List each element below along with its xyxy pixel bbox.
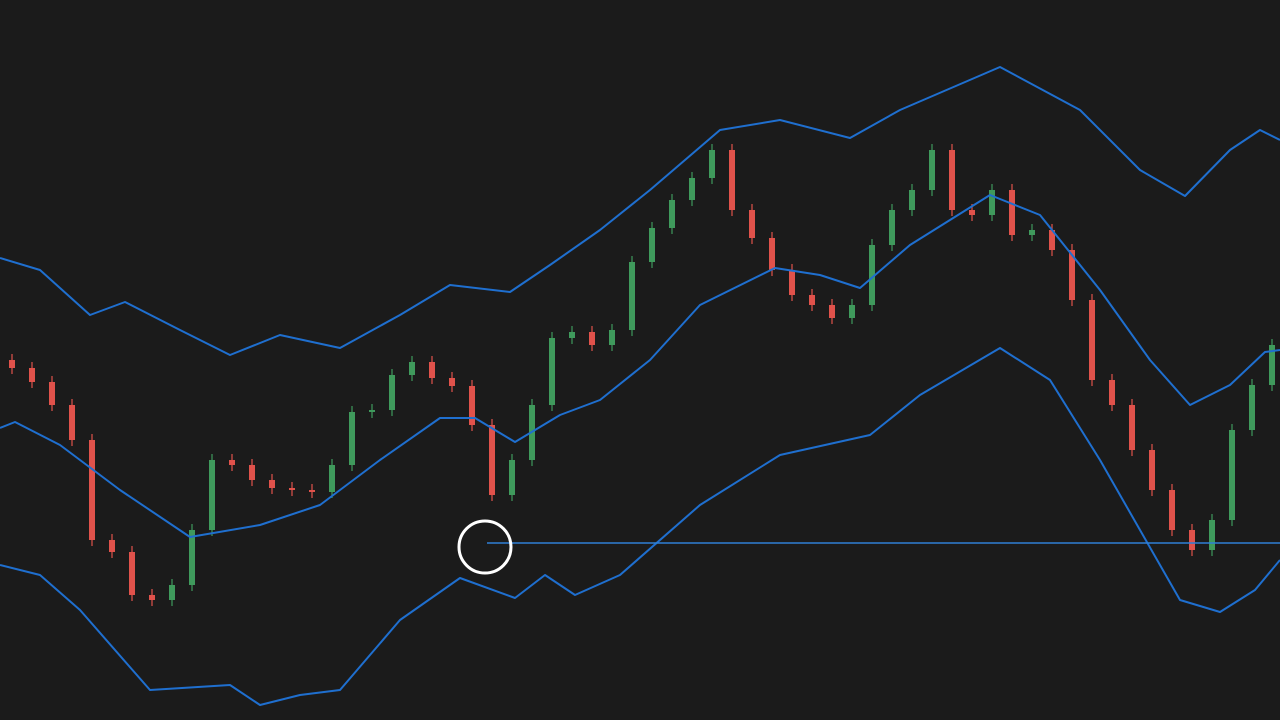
candle-body xyxy=(929,150,935,190)
candle-body xyxy=(869,245,875,305)
candle-body xyxy=(429,362,435,378)
candle-body xyxy=(1109,380,1115,405)
band-line xyxy=(0,66,1280,356)
candle-body xyxy=(669,200,675,228)
candle-body xyxy=(789,270,795,295)
candle-body xyxy=(629,262,635,330)
candle-body xyxy=(269,480,275,488)
candle-body xyxy=(1269,345,1275,385)
candle-body xyxy=(709,150,715,178)
candle-body xyxy=(129,552,135,595)
candle-body xyxy=(1029,230,1035,235)
candle-body xyxy=(29,368,35,382)
band-line xyxy=(0,347,1280,706)
candle-body xyxy=(1149,450,1155,490)
candle-body xyxy=(589,332,595,345)
candle-body xyxy=(849,305,855,318)
candle-body xyxy=(769,238,775,270)
candle-body xyxy=(489,425,495,495)
candle-body xyxy=(829,305,835,318)
candle-body xyxy=(189,530,195,585)
candle-body xyxy=(509,460,515,495)
candle-body xyxy=(1249,385,1255,430)
candle-body xyxy=(249,465,255,480)
candle-body xyxy=(1129,405,1135,450)
highlight-circle xyxy=(457,519,513,575)
candle-body xyxy=(549,338,555,405)
candle-body xyxy=(9,360,15,368)
candle-body xyxy=(749,210,755,238)
candle-body xyxy=(109,540,115,552)
candle-body xyxy=(809,295,815,305)
candle-body xyxy=(969,210,975,215)
candle-body xyxy=(1009,190,1015,235)
candle-body xyxy=(289,488,295,490)
candle-body xyxy=(729,150,735,210)
candle-body xyxy=(1069,250,1075,300)
candle-body xyxy=(409,362,415,375)
candle-body xyxy=(609,330,615,345)
band-line xyxy=(0,194,1280,538)
candle-body xyxy=(349,412,355,465)
candle-body xyxy=(369,410,375,412)
candle-body xyxy=(1169,490,1175,530)
candle-body xyxy=(49,382,55,405)
candle-body xyxy=(309,490,315,492)
candle-body xyxy=(89,440,95,540)
candle-body xyxy=(989,190,995,215)
candle-body xyxy=(569,332,575,338)
candle-body xyxy=(909,190,915,210)
candle-body xyxy=(1229,430,1235,520)
candle-body xyxy=(169,585,175,600)
candle-body xyxy=(949,150,955,210)
candle-body xyxy=(229,460,235,465)
candle-body xyxy=(889,210,895,245)
candle-body xyxy=(1089,300,1095,380)
plot-area xyxy=(0,66,1280,706)
candle-body xyxy=(69,405,75,440)
candle-body xyxy=(469,386,475,425)
candle-body xyxy=(209,460,215,530)
candle-body xyxy=(649,228,655,262)
candle-body xyxy=(1189,530,1195,550)
candle-body xyxy=(389,375,395,410)
candle-body xyxy=(1209,520,1215,550)
candle-body xyxy=(149,595,155,600)
candle-body xyxy=(689,178,695,200)
candle-body xyxy=(329,465,335,492)
candle-body xyxy=(1049,230,1055,250)
candle-body xyxy=(449,378,455,386)
